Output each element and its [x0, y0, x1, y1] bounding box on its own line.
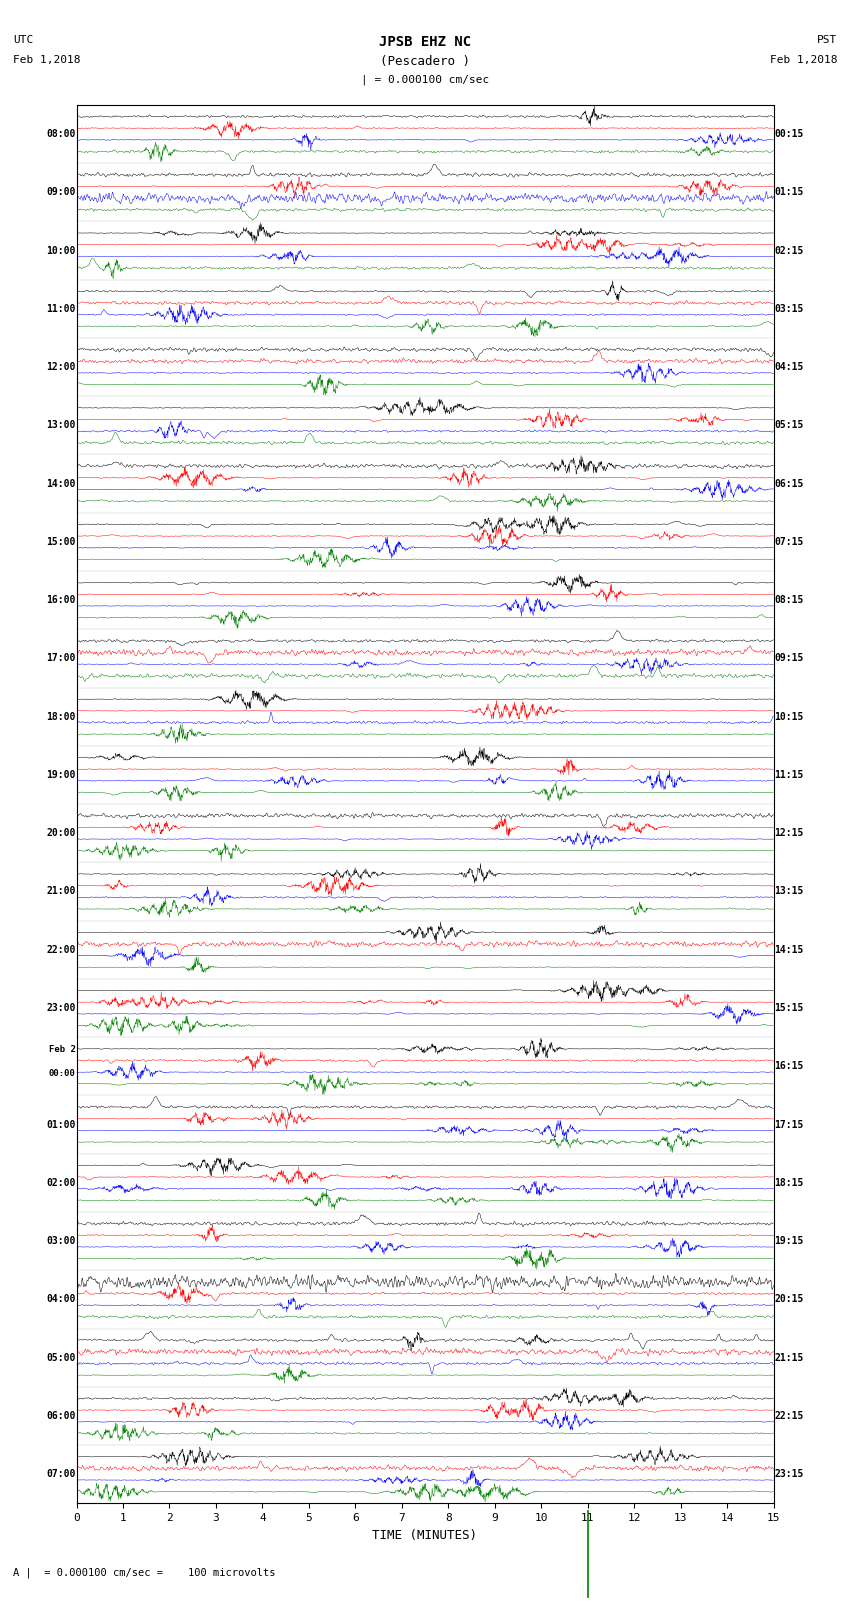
Text: 08:00: 08:00 — [47, 129, 76, 139]
Text: 08:15: 08:15 — [774, 595, 803, 605]
Text: 21:00: 21:00 — [47, 887, 76, 897]
Text: 20:00: 20:00 — [47, 827, 76, 839]
Text: 16:15: 16:15 — [774, 1061, 803, 1071]
Text: 19:15: 19:15 — [774, 1236, 803, 1247]
Text: JPSB EHZ NC: JPSB EHZ NC — [379, 35, 471, 50]
Text: 05:00: 05:00 — [47, 1353, 76, 1363]
X-axis label: TIME (MINUTES): TIME (MINUTES) — [372, 1529, 478, 1542]
Text: 01:00: 01:00 — [47, 1119, 76, 1129]
Text: 17:00: 17:00 — [47, 653, 76, 663]
Text: 15:00: 15:00 — [47, 537, 76, 547]
Text: 14:15: 14:15 — [774, 945, 803, 955]
Text: 00:15: 00:15 — [774, 129, 803, 139]
Text: 13:15: 13:15 — [774, 887, 803, 897]
Text: 09:00: 09:00 — [47, 187, 76, 197]
Text: 05:15: 05:15 — [774, 421, 803, 431]
Text: 02:00: 02:00 — [47, 1177, 76, 1187]
Text: UTC: UTC — [13, 35, 33, 45]
Text: 03:15: 03:15 — [774, 303, 803, 315]
Text: 21:15: 21:15 — [774, 1353, 803, 1363]
Text: 14:00: 14:00 — [47, 479, 76, 489]
Text: 18:15: 18:15 — [774, 1177, 803, 1187]
Text: 20:15: 20:15 — [774, 1294, 803, 1305]
Text: 03:00: 03:00 — [47, 1236, 76, 1247]
Text: 19:00: 19:00 — [47, 769, 76, 781]
Text: 10:15: 10:15 — [774, 711, 803, 721]
Text: Feb 1,2018: Feb 1,2018 — [13, 55, 80, 65]
Text: 22:15: 22:15 — [774, 1411, 803, 1421]
Text: 04:15: 04:15 — [774, 361, 803, 373]
Text: 12:00: 12:00 — [47, 361, 76, 373]
Text: 00:00: 00:00 — [49, 1069, 76, 1077]
Text: Feb 1,2018: Feb 1,2018 — [770, 55, 837, 65]
Text: | = 0.000100 cm/sec: | = 0.000100 cm/sec — [361, 74, 489, 85]
Text: 15:15: 15:15 — [774, 1003, 803, 1013]
Text: 23:00: 23:00 — [47, 1003, 76, 1013]
Text: 22:00: 22:00 — [47, 945, 76, 955]
Text: 09:15: 09:15 — [774, 653, 803, 663]
Text: 18:00: 18:00 — [47, 711, 76, 721]
Text: 11:00: 11:00 — [47, 303, 76, 315]
Text: 06:00: 06:00 — [47, 1411, 76, 1421]
Text: 23:15: 23:15 — [774, 1469, 803, 1479]
Text: 06:15: 06:15 — [774, 479, 803, 489]
Text: 07:15: 07:15 — [774, 537, 803, 547]
Text: 12:15: 12:15 — [774, 827, 803, 839]
Text: Feb 2: Feb 2 — [49, 1045, 76, 1053]
Text: (Pescadero ): (Pescadero ) — [380, 55, 470, 68]
Text: 01:15: 01:15 — [774, 187, 803, 197]
Text: 10:00: 10:00 — [47, 245, 76, 255]
Text: 17:15: 17:15 — [774, 1119, 803, 1129]
Text: PST: PST — [817, 35, 837, 45]
Text: 07:00: 07:00 — [47, 1469, 76, 1479]
Text: 11:15: 11:15 — [774, 769, 803, 781]
Text: 16:00: 16:00 — [47, 595, 76, 605]
Text: 04:00: 04:00 — [47, 1294, 76, 1305]
Text: A |  = 0.000100 cm/sec =    100 microvolts: A | = 0.000100 cm/sec = 100 microvolts — [13, 1566, 275, 1578]
Text: 02:15: 02:15 — [774, 245, 803, 255]
Text: 13:00: 13:00 — [47, 421, 76, 431]
